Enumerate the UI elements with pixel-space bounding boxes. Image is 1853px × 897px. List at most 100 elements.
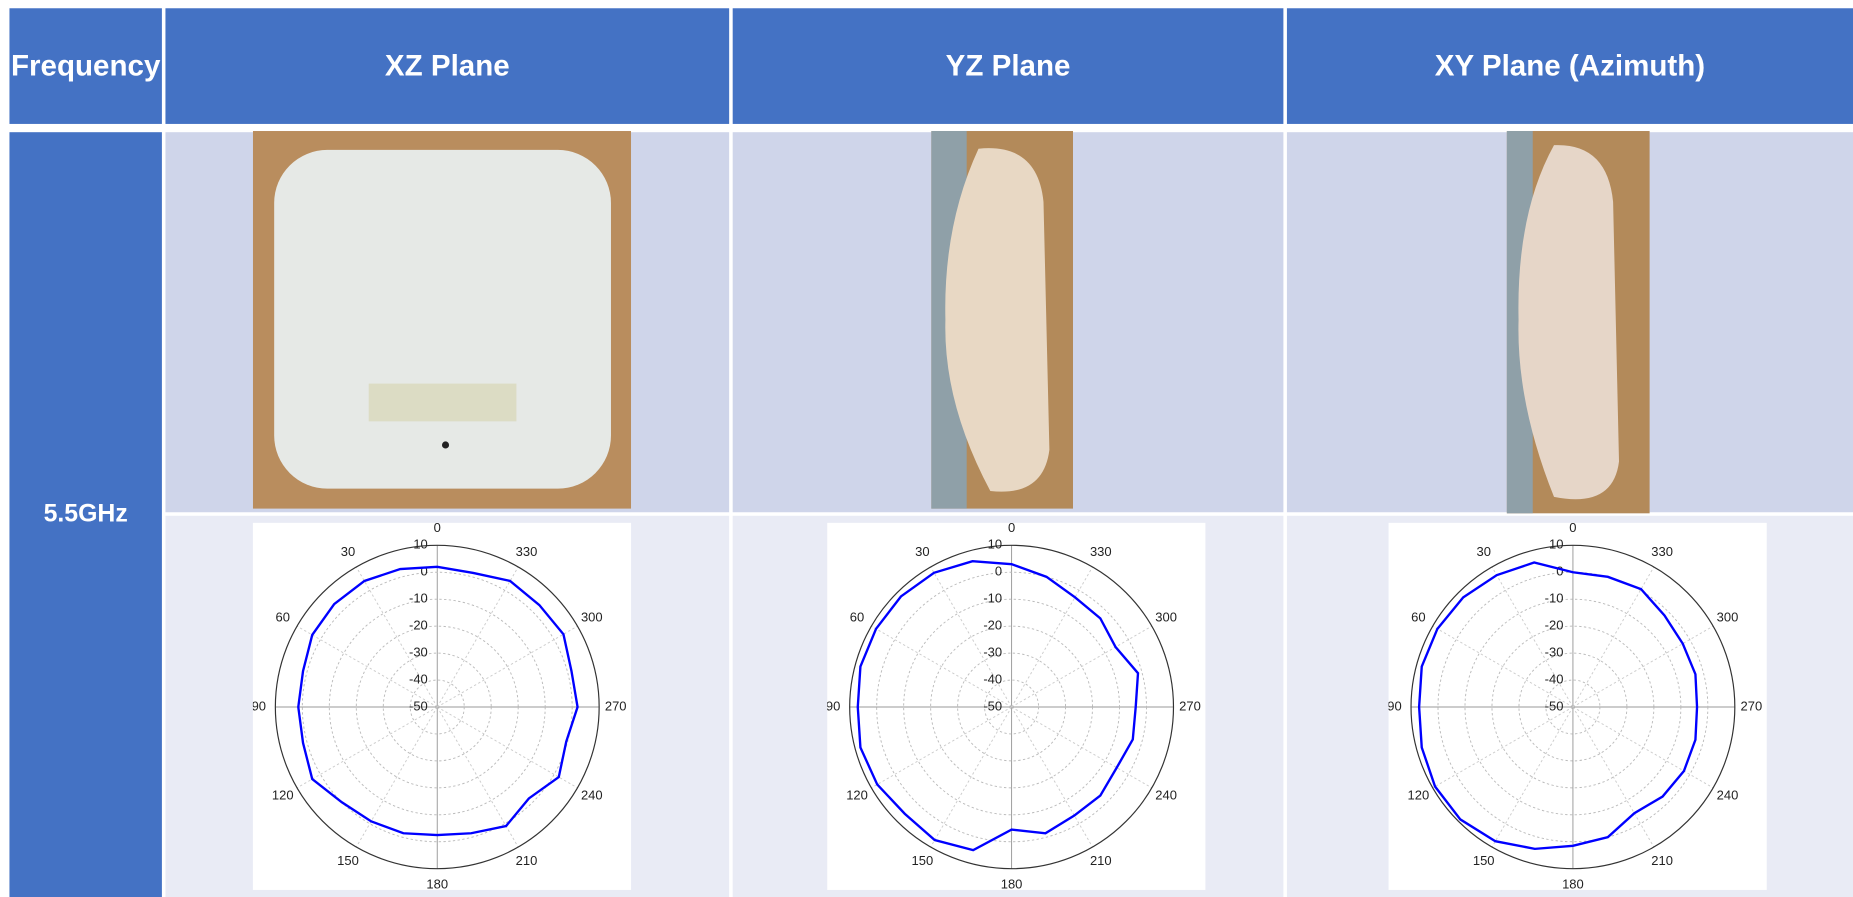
chart: 0 30 60 90 120 150 180 210 240 270 300 330 10 0 -10 -20… xyxy=(826,520,1201,891)
photo-cell xyxy=(1286,131,1853,514)
theta-tick-label: 0 xyxy=(434,523,441,535)
theta-tick-label: 240 xyxy=(1155,788,1177,803)
r-tick-label: -40 xyxy=(983,671,1002,686)
r-tick-label: -50 xyxy=(983,698,1002,713)
row-label: 5.5GHz xyxy=(9,132,162,897)
grid-circle xyxy=(274,544,600,870)
grid-circle xyxy=(984,679,1040,735)
r-tick-label: -10 xyxy=(409,591,428,606)
grid-spoke xyxy=(930,706,1012,848)
r-tick-label: -30 xyxy=(983,645,1002,660)
grid-circle xyxy=(957,652,1067,762)
theta-tick-label: 30 xyxy=(1476,544,1490,559)
grid-circle xyxy=(849,544,1175,870)
r-tick-label: 0 xyxy=(1556,564,1563,579)
photo xyxy=(1506,131,1650,514)
r-tick-label: 0 xyxy=(421,564,428,579)
grid-circle xyxy=(876,571,1147,843)
grid-spoke xyxy=(1011,706,1093,848)
r-tick-label: -40 xyxy=(409,671,428,686)
header-cell: XZ Plane xyxy=(165,8,730,124)
theta-tick-label: 210 xyxy=(1090,853,1112,868)
polar-chart: 0 30 60 90 120 150 180 210 240 270 300 330 10 0 -10 -20… xyxy=(1387,520,1767,892)
theta-tick-label: 270 xyxy=(605,698,627,713)
grid-circle xyxy=(1545,679,1601,735)
polar-chart: 0 30 60 90 120 150 180 210 240 270 300 330 10 0 -10 -20… xyxy=(826,520,1206,892)
grid-spoke xyxy=(436,566,519,708)
grid-circle xyxy=(301,571,573,843)
r-tick-label: -20 xyxy=(409,618,428,633)
grid-spoke xyxy=(930,566,1012,708)
grid-spoke xyxy=(1432,706,1574,789)
r-tick-label: -30 xyxy=(409,645,428,660)
device xyxy=(945,148,1050,492)
grid-spoke xyxy=(1011,706,1153,789)
device xyxy=(274,149,611,489)
grid-spoke xyxy=(355,566,438,708)
grid-spoke xyxy=(1572,706,1714,789)
theta-tick-label: 30 xyxy=(915,544,929,559)
grid-spoke xyxy=(437,706,578,789)
theta-tick-label: 30 xyxy=(341,544,355,559)
theta-tick-label: 180 xyxy=(1562,877,1584,890)
photo-cell xyxy=(732,131,1284,513)
theta-tick-label: 300 xyxy=(1155,609,1177,624)
theta-tick-label: 180 xyxy=(426,877,448,890)
r-tick-label: -40 xyxy=(1545,671,1564,686)
theta-tick-label: 300 xyxy=(1717,609,1739,624)
grid-spoke xyxy=(1572,566,1655,708)
r-tick-label: 10 xyxy=(988,537,1002,552)
r-tick-label: -50 xyxy=(409,698,428,713)
theta-tick-label: 240 xyxy=(581,788,603,803)
r-tick-label: -20 xyxy=(983,618,1002,633)
theta-tick-label: 60 xyxy=(850,609,864,624)
header-cell: YZ Plane xyxy=(732,8,1284,124)
pattern-line xyxy=(1417,561,1699,851)
theta-tick-label: 0 xyxy=(1008,523,1015,535)
grid-spoke xyxy=(355,706,438,848)
theta-tick-label: 210 xyxy=(516,853,538,868)
grid-circle xyxy=(903,598,1120,816)
theta-tick-label: 150 xyxy=(337,853,359,868)
grid-spoke xyxy=(871,706,1012,789)
pattern-line xyxy=(856,560,1140,852)
theta-tick-label: 120 xyxy=(846,788,868,803)
theta-tick-label: 330 xyxy=(1090,544,1112,559)
tape xyxy=(368,383,517,422)
theta-tick-label: 330 xyxy=(1651,544,1673,559)
theta-tick-label: 270 xyxy=(1741,698,1763,713)
grid-spoke xyxy=(296,625,438,708)
grid-circle xyxy=(1464,598,1682,816)
grid-spoke xyxy=(871,625,1012,708)
device xyxy=(1518,145,1620,500)
r-tick-label: -10 xyxy=(1545,591,1564,606)
grid-spoke xyxy=(436,706,519,848)
grid-circle xyxy=(1410,544,1736,870)
header-cell: Frequency xyxy=(9,8,162,124)
r-tick-label: 10 xyxy=(1549,537,1563,552)
theta-tick-label: 180 xyxy=(1001,877,1023,890)
theta-tick-label: 120 xyxy=(1408,788,1430,803)
theta-tick-label: 90 xyxy=(253,698,266,713)
theta-tick-label: 0 xyxy=(1569,523,1576,535)
theta-tick-label: 150 xyxy=(1473,853,1495,868)
theta-tick-label: 150 xyxy=(912,853,934,868)
grid-spoke xyxy=(1432,625,1574,708)
r-tick-label: 0 xyxy=(995,564,1002,579)
theta-tick-label: 90 xyxy=(1389,698,1402,713)
grid-spoke xyxy=(1572,706,1655,848)
theta-tick-label: 60 xyxy=(1411,609,1425,624)
photo-cell xyxy=(165,131,730,513)
led xyxy=(441,441,450,449)
theta-tick-label: 330 xyxy=(516,544,538,559)
theta-tick-label: 210 xyxy=(1651,853,1673,868)
r-tick-label: -30 xyxy=(1545,645,1564,660)
grid-circle xyxy=(1518,652,1628,762)
theta-tick-label: 90 xyxy=(827,698,840,713)
grid-spoke xyxy=(1491,566,1574,708)
grid-circle xyxy=(328,598,546,816)
theta-tick-label: 270 xyxy=(1179,698,1201,713)
r-tick-label: 10 xyxy=(413,537,427,552)
